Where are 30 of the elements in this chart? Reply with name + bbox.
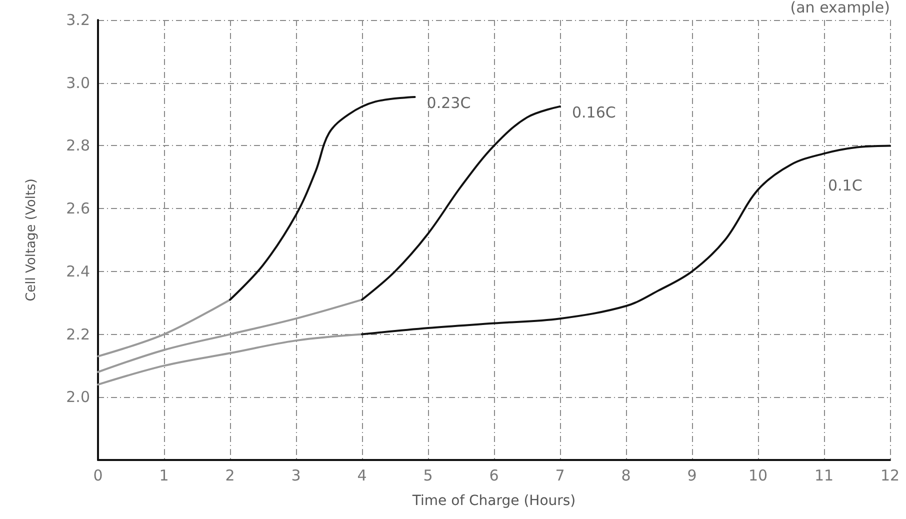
x-tick-label: 11 <box>814 466 834 484</box>
x-tick-label: 12 <box>880 466 900 484</box>
y-axis-title: Cell Voltage (Volts) <box>24 178 39 302</box>
x-tick-label: 8 <box>621 466 631 484</box>
x-tick-label: 6 <box>489 466 499 484</box>
y-tick-label: 2.6 <box>66 200 90 218</box>
y-tick-label: 2.8 <box>66 136 90 155</box>
x-tick-label: 9 <box>687 466 697 484</box>
line-series <box>361 144 891 336</box>
series-label: 0.16C <box>572 103 616 122</box>
x-tick-label: 5 <box>423 466 433 484</box>
x-tick-label: 0 <box>93 466 103 484</box>
line-series <box>229 96 416 301</box>
y-tick-label: 2.0 <box>66 388 90 406</box>
y-tick-label: 3.0 <box>66 74 90 92</box>
x-tick-label: 3 <box>291 466 301 484</box>
x-axis-title: Time of Charge (Hours) <box>411 493 576 509</box>
y-tick-label: 3.2 <box>66 11 90 29</box>
series-label: 0.23C <box>426 94 471 112</box>
x-tick-label: 10 <box>748 466 768 484</box>
text: (an example) <box>790 0 890 16</box>
y-tick-label: 2.2 <box>66 325 90 344</box>
y-tick-label: 2.4 <box>66 262 90 280</box>
x-tick-label: 7 <box>555 466 565 484</box>
line-series <box>97 333 363 386</box>
x-tick-label: 1 <box>159 466 169 484</box>
x-tick-label: 2 <box>225 466 235 484</box>
line-series <box>97 298 363 373</box>
series-label: 0.1C <box>828 176 862 195</box>
x-tick-label: 4 <box>357 466 367 484</box>
